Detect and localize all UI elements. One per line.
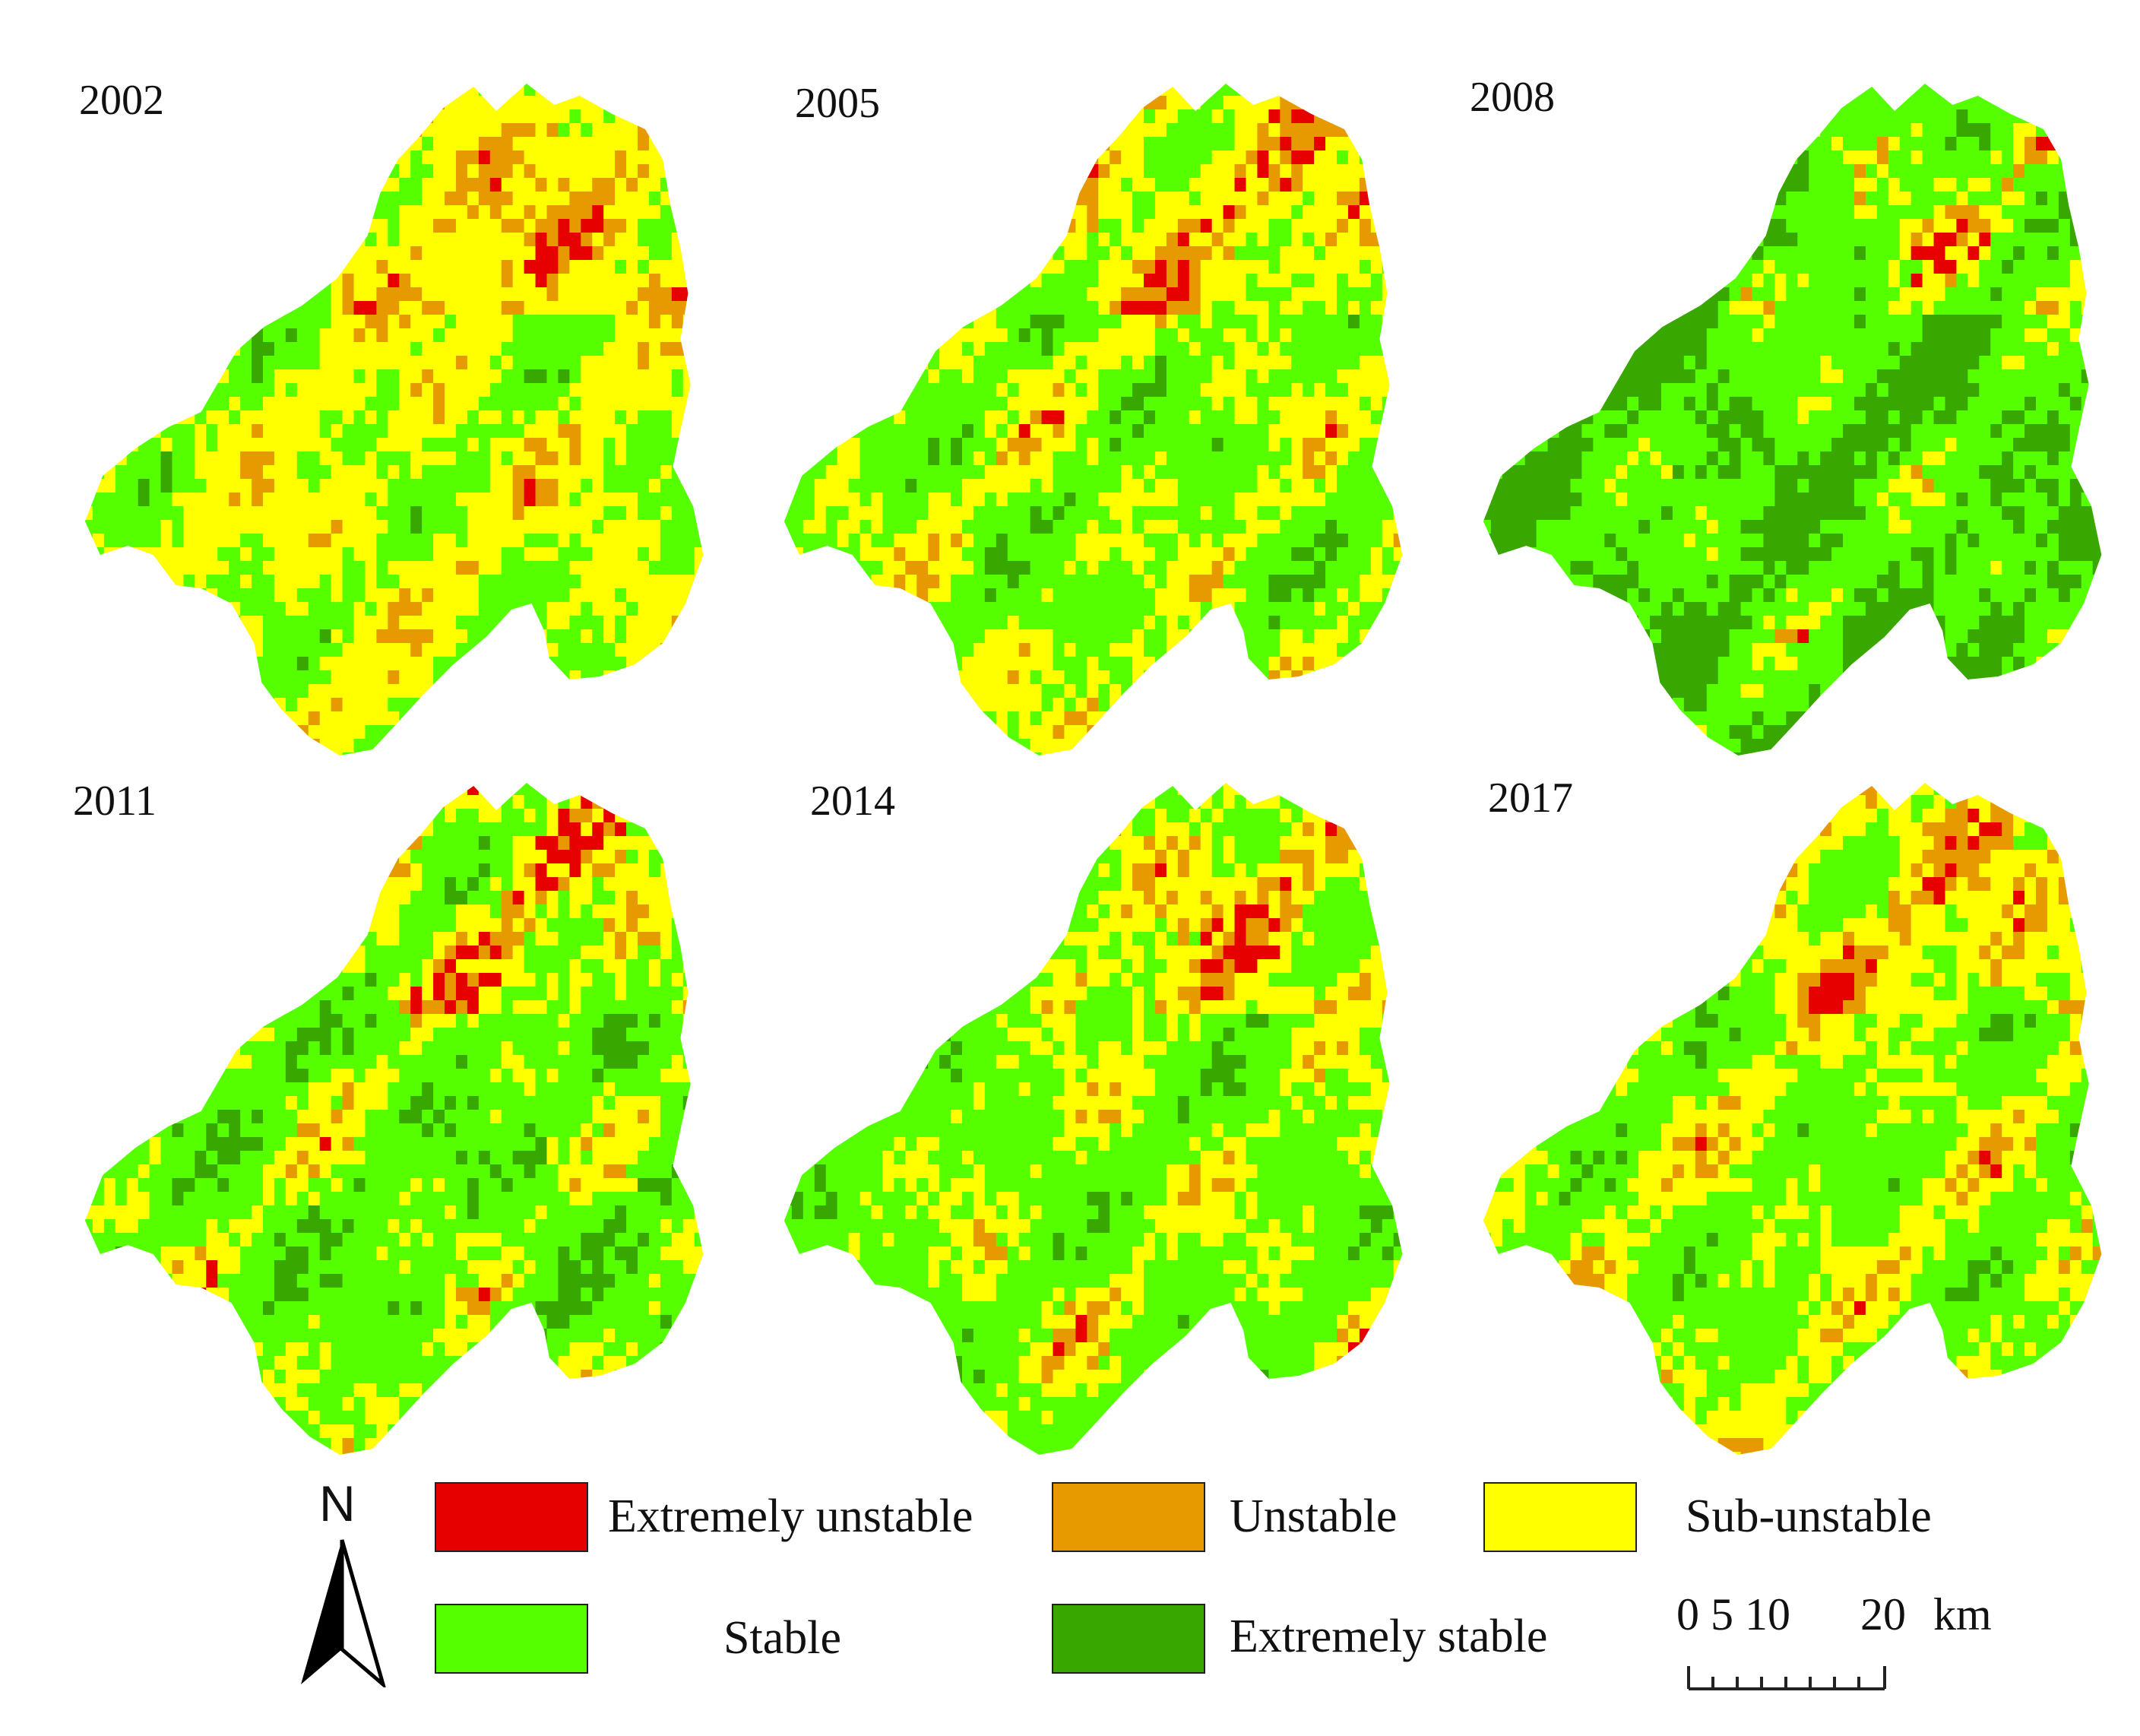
- legend-swatch-extremely-unstable: [435, 1482, 588, 1552]
- map-panel-2008: [1483, 84, 2102, 756]
- north-label: N: [319, 1475, 356, 1532]
- legend-label-stable: Stable: [723, 1612, 841, 1664]
- north-arrow-icon: [301, 1539, 386, 1687]
- scale-bar-ruler: [1687, 1666, 1886, 1690]
- map-panel-2014: [784, 783, 1403, 1455]
- map-panel-2011: [84, 783, 704, 1455]
- scale-end-label: 20: [1860, 1589, 1906, 1639]
- map-panel-2017: [1483, 783, 2102, 1455]
- panel-year-label: 2017: [1488, 775, 1573, 822]
- legend-swatch-unstable: [1052, 1482, 1205, 1552]
- panel-year-label: 2014: [810, 778, 895, 825]
- map-panel-2005: [784, 84, 1403, 756]
- legend-swatch-extremely-stable: [1052, 1604, 1205, 1674]
- legend-swatch-stable: [435, 1604, 588, 1674]
- map-panel-2002: [84, 84, 704, 756]
- legend-label-extremely-stable: Extremely stable: [1230, 1611, 1548, 1662]
- legend-swatch-sub-unstable: [1483, 1482, 1637, 1552]
- legend-label-extremely-unstable: Extremely unstable: [608, 1490, 973, 1542]
- legend-label-sub-unstable: Sub-unstable: [1686, 1490, 1932, 1542]
- scale-ticks-label: 0 5 10: [1676, 1589, 1790, 1639]
- legend-label-unstable: Unstable: [1230, 1490, 1398, 1542]
- scale-unit-label: km: [1933, 1589, 1992, 1639]
- panel-year-label: 2002: [79, 77, 164, 124]
- panel-year-label: 2008: [1470, 74, 1555, 121]
- panel-year-label: 2011: [73, 778, 157, 825]
- panel-year-label: 2005: [795, 80, 880, 127]
